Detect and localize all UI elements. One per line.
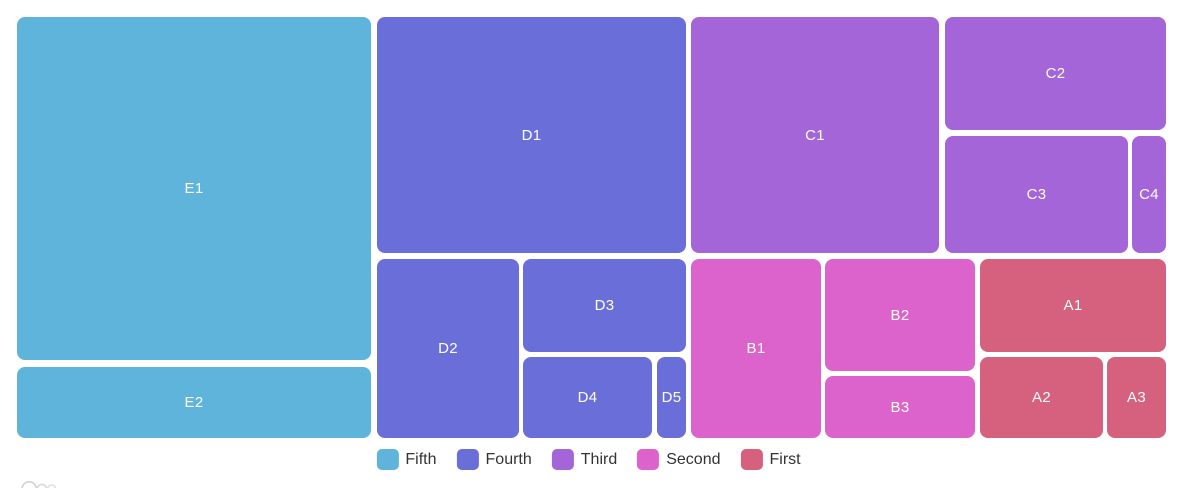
treemap-node-label: C2 <box>1045 65 1066 82</box>
treemap-node-label: E2 <box>184 394 204 411</box>
treemap-node-c1[interactable]: C1 <box>691 17 939 253</box>
legend-item-third[interactable]: Third <box>551 449 618 470</box>
treemap-node-d5[interactable]: D5 <box>657 357 686 438</box>
treemap-node-b1[interactable]: B1 <box>691 259 821 438</box>
legend-label: Third <box>580 450 618 468</box>
treemap-node-c4[interactable]: C4 <box>1132 136 1166 253</box>
legend-swatch-icon <box>740 449 763 470</box>
treemap-node-d3[interactable]: D3 <box>523 259 686 352</box>
treemap-node-d2[interactable]: D2 <box>377 259 519 438</box>
treemap-node-c2[interactable]: C2 <box>945 17 1166 130</box>
treemap-node-label: A3 <box>1127 389 1146 406</box>
legend-item-first[interactable]: First <box>740 449 801 470</box>
treemap-node-a2[interactable]: A2 <box>980 357 1103 438</box>
watermark-arcs-icon <box>21 481 57 488</box>
treemap-node-e1[interactable]: E1 <box>17 17 371 360</box>
legend-swatch-icon <box>637 449 660 470</box>
treemap-node-label: D1 <box>521 126 542 144</box>
treemap-node-label: C1 <box>805 126 825 144</box>
treemap-node-a1[interactable]: A1 <box>980 259 1166 352</box>
treemap-node-label: A2 <box>1032 389 1051 406</box>
treemap-node-b3[interactable]: B3 <box>825 376 975 438</box>
treemap-node-label: A1 <box>1063 297 1083 314</box>
treemap-node-label: B3 <box>890 398 910 416</box>
treemap-node-b2[interactable]: B2 <box>825 259 975 371</box>
legend-label: Second <box>666 450 721 468</box>
treemap-node-label: E1 <box>184 180 204 197</box>
treemap-node-a3[interactable]: A3 <box>1107 357 1166 438</box>
treemap-node-e2[interactable]: E2 <box>17 367 371 438</box>
legend-label: Fourth <box>485 450 532 468</box>
legend-label: Fifth <box>405 450 437 468</box>
legend-item-fourth[interactable]: Fourth <box>456 449 532 470</box>
legend-swatch-icon <box>551 449 574 470</box>
treemap-node-d4[interactable]: D4 <box>523 357 652 438</box>
legend-swatch-icon <box>456 449 479 470</box>
legend-label: First <box>769 450 801 468</box>
treemap-node-label: B1 <box>746 340 766 357</box>
treemap-node-label: D5 <box>661 389 682 406</box>
treemap-node-d1[interactable]: D1 <box>377 17 686 253</box>
treemap-node-label: D3 <box>594 297 615 314</box>
legend-item-second[interactable]: Second <box>637 449 720 470</box>
legend: Fifth Fourth Third Second First <box>366 449 810 470</box>
treemap-node-label: C3 <box>1026 186 1047 203</box>
treemap-node-c3[interactable]: C3 <box>945 136 1128 253</box>
treemap-node-label: C4 <box>1139 186 1159 203</box>
treemap-node-label: B2 <box>890 306 910 324</box>
legend-swatch-icon <box>376 449 399 470</box>
legend-item-fifth[interactable]: Fifth <box>376 449 437 470</box>
treemap-node-label: D2 <box>438 340 458 357</box>
treemap-node-label: D4 <box>577 389 598 406</box>
